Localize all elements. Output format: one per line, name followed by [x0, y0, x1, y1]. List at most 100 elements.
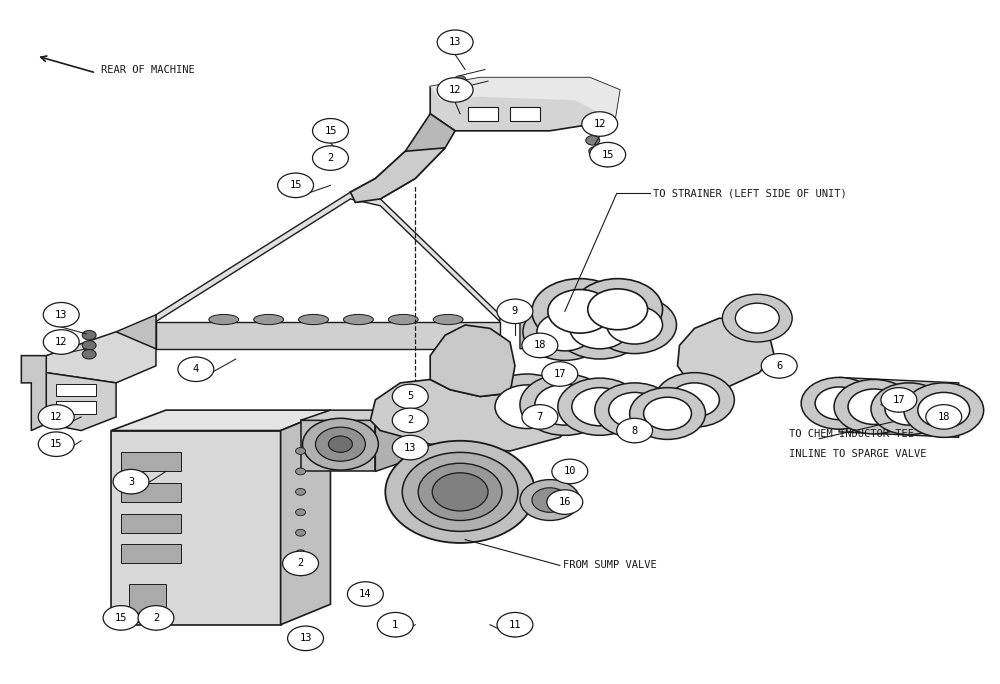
Polygon shape [430, 325, 515, 397]
Text: 11: 11 [509, 620, 521, 630]
Circle shape [38, 405, 74, 429]
Circle shape [437, 30, 473, 55]
Circle shape [418, 463, 502, 521]
Text: 15: 15 [289, 181, 302, 190]
Circle shape [586, 135, 600, 145]
Text: 13: 13 [55, 310, 67, 319]
Circle shape [848, 389, 900, 425]
Circle shape [572, 388, 628, 426]
Polygon shape [121, 483, 181, 502]
Text: 12: 12 [449, 85, 461, 95]
Text: INLINE TO SPARGE VALVE: INLINE TO SPARGE VALVE [789, 449, 927, 459]
Polygon shape [301, 410, 405, 421]
Circle shape [283, 551, 319, 576]
Polygon shape [375, 410, 405, 471]
Circle shape [296, 468, 306, 475]
Circle shape [735, 303, 779, 333]
Circle shape [432, 473, 488, 511]
Circle shape [570, 308, 630, 349]
Text: 6: 6 [776, 361, 782, 371]
Circle shape [590, 142, 626, 167]
Circle shape [82, 341, 96, 350]
Polygon shape [468, 107, 498, 120]
Circle shape [138, 605, 174, 630]
Circle shape [834, 380, 914, 434]
Polygon shape [430, 78, 620, 131]
Circle shape [722, 294, 792, 342]
Ellipse shape [433, 315, 463, 325]
Circle shape [558, 378, 642, 435]
Circle shape [522, 405, 558, 429]
Text: 15: 15 [601, 150, 614, 159]
Text: 2: 2 [297, 558, 304, 568]
Polygon shape [510, 107, 540, 120]
Circle shape [926, 405, 962, 429]
Circle shape [479, 374, 575, 439]
Circle shape [113, 469, 149, 494]
Circle shape [82, 350, 96, 359]
Polygon shape [156, 321, 500, 349]
Text: 15: 15 [324, 126, 337, 136]
Circle shape [904, 383, 984, 437]
Circle shape [313, 146, 348, 170]
Text: 4: 4 [193, 365, 199, 374]
Circle shape [178, 357, 214, 382]
Circle shape [392, 384, 428, 409]
Circle shape [542, 362, 578, 386]
Ellipse shape [343, 315, 373, 325]
Circle shape [595, 383, 675, 437]
Polygon shape [301, 421, 375, 471]
Text: 13: 13 [404, 443, 416, 453]
Circle shape [552, 459, 588, 484]
Text: 13: 13 [449, 37, 461, 47]
Text: 12: 12 [50, 412, 62, 422]
Polygon shape [111, 430, 281, 624]
Circle shape [296, 447, 306, 454]
Circle shape [296, 488, 306, 495]
Text: 1: 1 [392, 620, 398, 630]
Circle shape [555, 298, 645, 359]
Polygon shape [121, 452, 181, 471]
Text: 5: 5 [407, 391, 413, 402]
Polygon shape [46, 332, 156, 383]
Circle shape [670, 383, 719, 417]
Circle shape [296, 509, 306, 516]
Circle shape [535, 384, 595, 425]
Circle shape [288, 626, 323, 650]
Circle shape [593, 296, 677, 354]
Circle shape [457, 88, 469, 95]
Circle shape [278, 173, 314, 198]
Text: REAR OF MACHINE: REAR OF MACHINE [101, 64, 195, 75]
Circle shape [103, 605, 139, 630]
Circle shape [347, 582, 383, 606]
Polygon shape [56, 384, 96, 397]
Text: 16: 16 [559, 497, 571, 507]
Circle shape [497, 612, 533, 637]
Circle shape [537, 313, 593, 351]
Ellipse shape [209, 315, 239, 325]
Circle shape [437, 78, 473, 102]
Circle shape [377, 612, 413, 637]
Text: 15: 15 [50, 439, 62, 449]
Circle shape [582, 111, 618, 136]
Circle shape [82, 330, 96, 340]
Circle shape [328, 436, 352, 452]
Text: 2: 2 [407, 415, 413, 425]
Polygon shape [520, 308, 580, 349]
Text: FROM SUMP VALVE: FROM SUMP VALVE [563, 560, 657, 570]
Circle shape [303, 419, 378, 470]
Circle shape [454, 76, 466, 84]
Text: 12: 12 [55, 337, 67, 347]
Text: 2: 2 [327, 153, 334, 163]
Text: 9: 9 [512, 306, 518, 316]
Circle shape [43, 330, 79, 354]
Circle shape [316, 427, 365, 461]
Circle shape [607, 306, 663, 344]
Circle shape [644, 397, 691, 430]
Circle shape [630, 388, 705, 439]
Circle shape [296, 550, 306, 557]
Text: 13: 13 [299, 633, 312, 644]
Circle shape [520, 374, 610, 435]
Ellipse shape [254, 315, 284, 325]
Text: 18: 18 [938, 412, 950, 422]
